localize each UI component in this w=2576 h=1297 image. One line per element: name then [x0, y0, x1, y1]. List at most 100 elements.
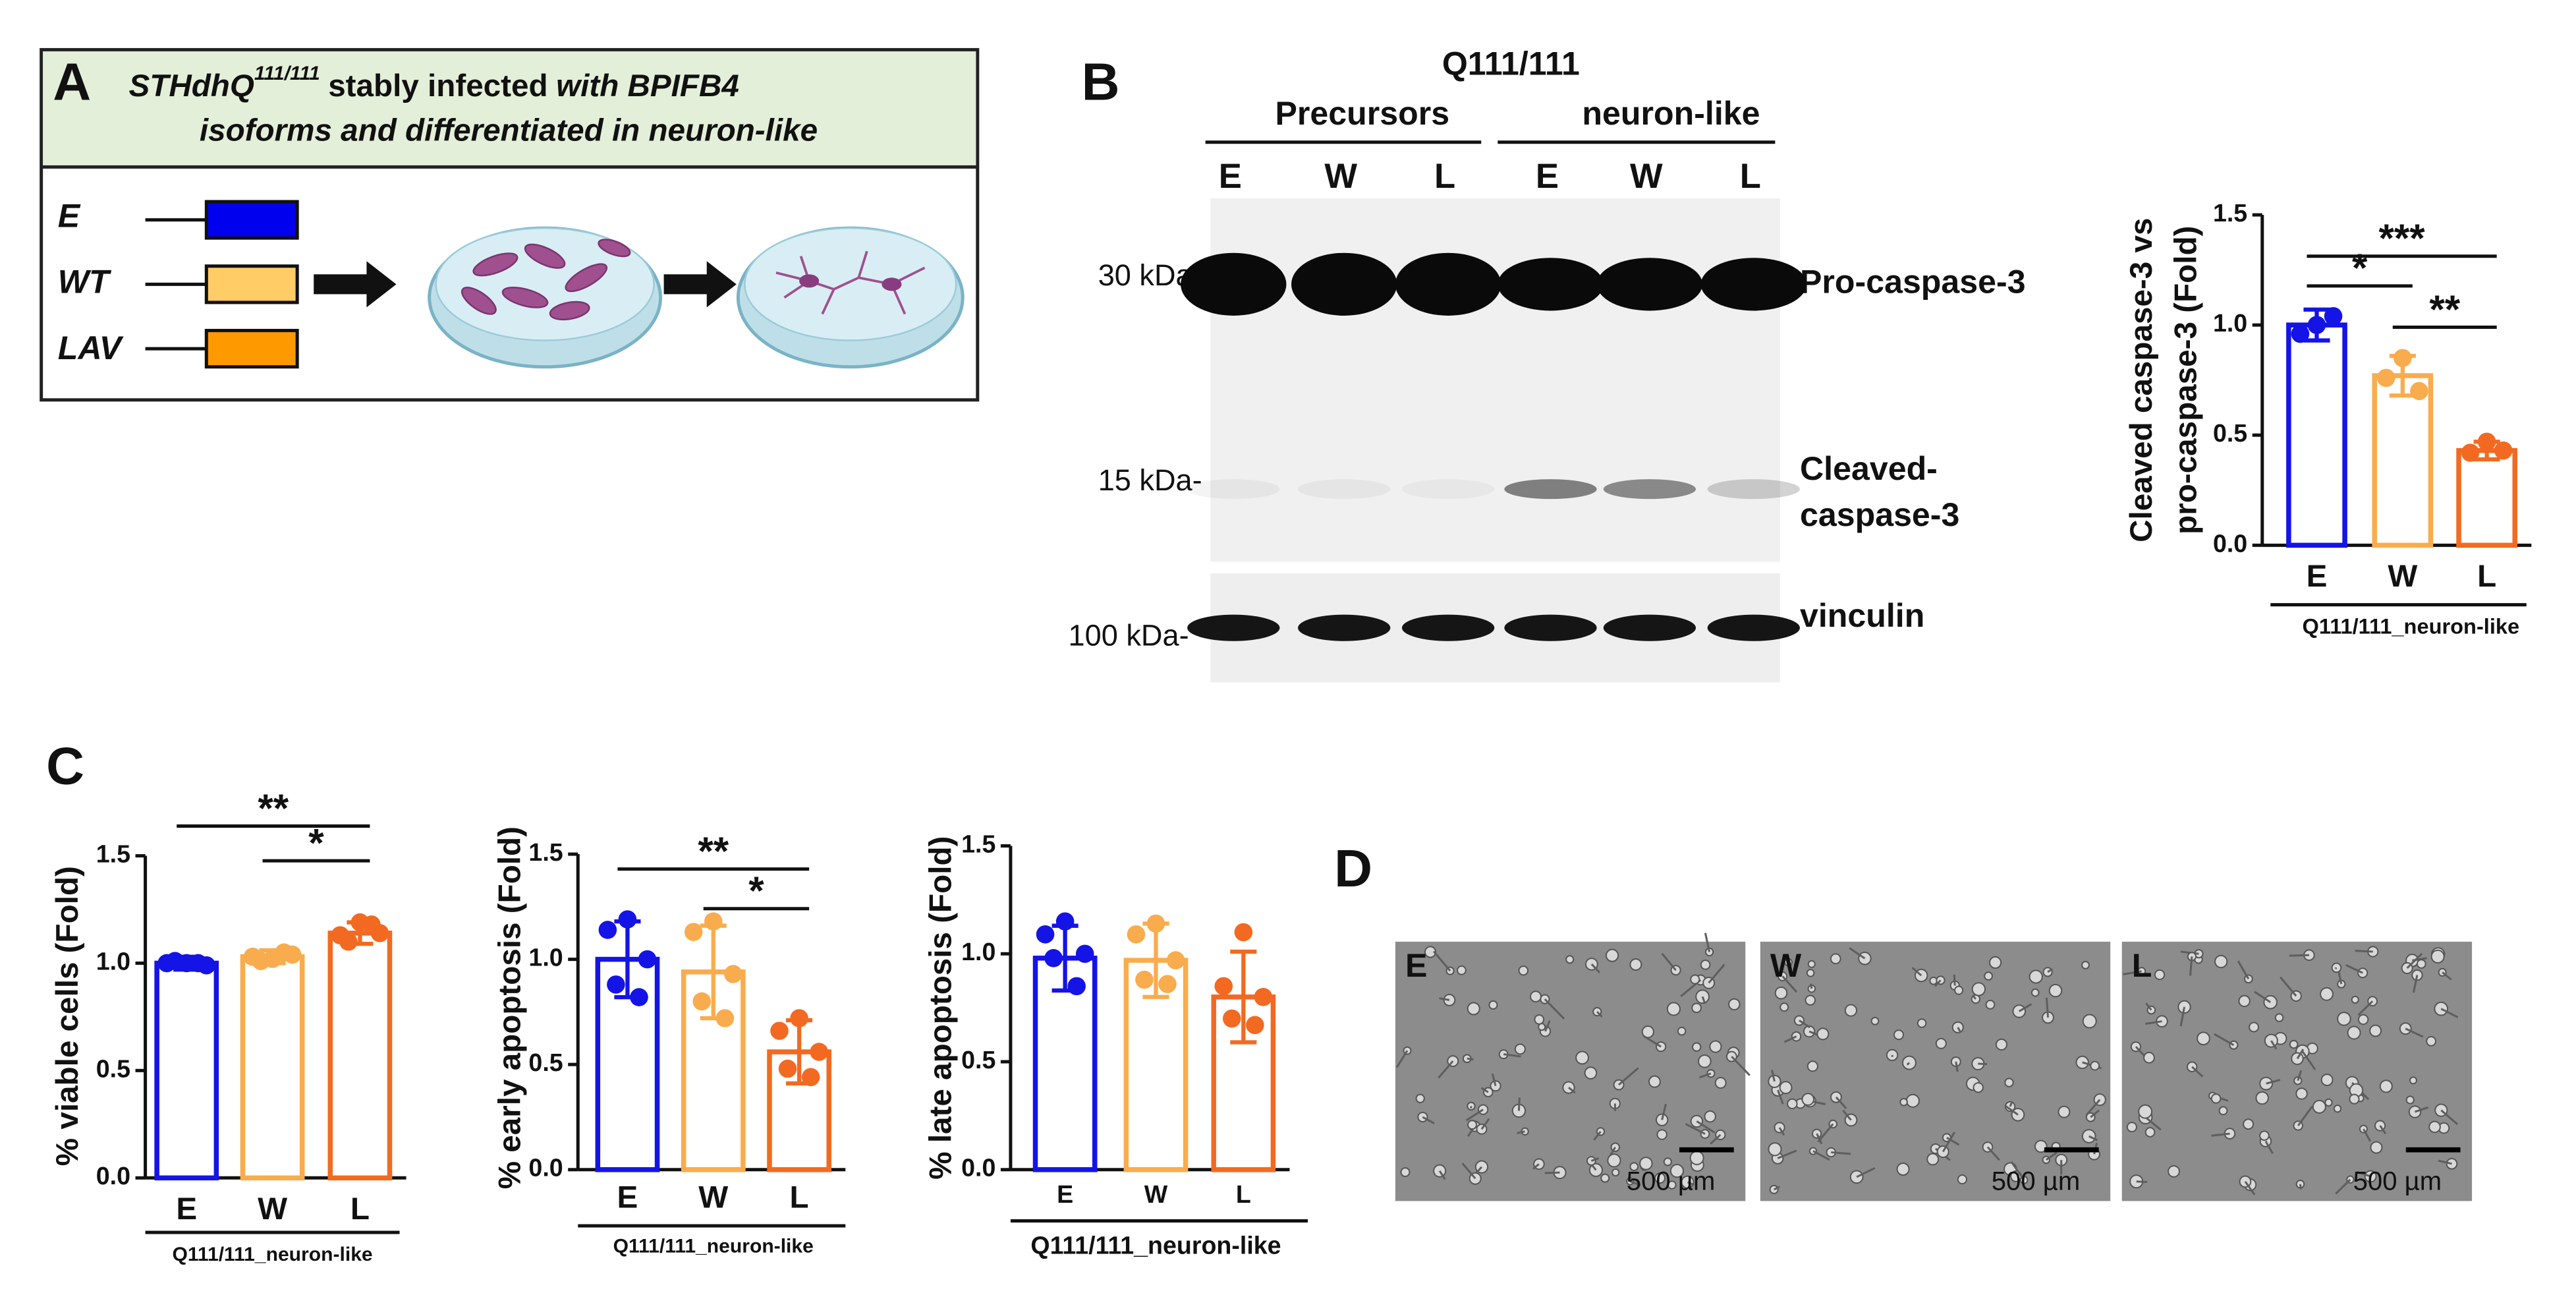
cell-process	[1835, 1096, 1847, 1109]
x-tick-label: E	[1057, 1180, 1073, 1208]
significance-label: *	[748, 869, 764, 913]
y-tick-label: 0.0	[96, 1162, 130, 1190]
y-tick-label: 0.5	[528, 1049, 563, 1076]
y-tick-label: 0.5	[2213, 419, 2247, 447]
cell-process	[2088, 1135, 2098, 1141]
cell	[1648, 1075, 1661, 1088]
cell	[461, 287, 497, 315]
cell-process	[1774, 1186, 1780, 1191]
cell	[1600, 1173, 1610, 1183]
cell	[1935, 1037, 1947, 1049]
band-cleaved	[1707, 479, 1800, 500]
band-pro	[1596, 258, 1703, 311]
cell	[1667, 1180, 1677, 1190]
data-point	[1234, 923, 1253, 942]
cell	[1669, 1164, 1685, 1178]
cell	[1691, 1002, 1702, 1014]
group-label: Precursors	[1275, 95, 1449, 132]
cell-process	[1480, 1118, 1490, 1130]
cell	[1806, 1060, 1818, 1072]
cell-process	[2123, 970, 2142, 975]
cell-process	[2237, 960, 2250, 980]
cell	[1870, 1016, 1880, 1025]
cell-process	[1849, 947, 1866, 960]
cell-process	[2440, 1008, 2459, 1018]
cell	[1704, 1110, 1716, 1123]
cell	[2259, 1130, 2270, 1141]
cell	[1985, 1000, 1996, 1010]
micrographs: E 500 µm W 500 µm L 500 µm	[1395, 933, 2473, 1201]
cell	[2320, 1074, 2334, 1086]
x-axis-label: Q111/111_neuron-like	[172, 1244, 372, 1265]
x-axis-label: Q111/111_neuron-like	[1030, 1232, 1281, 1259]
dish-neurons	[736, 226, 965, 369]
data-point	[275, 943, 293, 962]
neuron	[799, 274, 820, 288]
neuron-bodies	[799, 274, 902, 291]
cell	[2090, 1060, 2100, 1071]
cell	[1605, 948, 1619, 962]
y-tick-label: 1.5	[96, 840, 130, 867]
cell	[2289, 1039, 2299, 1049]
data-point	[1067, 977, 1086, 996]
data-point	[1222, 1009, 1241, 1028]
cell-process	[1596, 1011, 1603, 1018]
cell	[1530, 991, 1542, 1003]
cell	[2428, 1120, 2441, 1134]
cell-process	[2144, 1020, 2162, 1025]
data-point	[801, 1068, 820, 1087]
cell-process	[1432, 950, 1451, 972]
cell-process	[2144, 1116, 2162, 1131]
cell-process	[1480, 1087, 1489, 1093]
data-point	[2394, 349, 2412, 368]
data-point	[638, 950, 657, 969]
cell-process	[2145, 1002, 2152, 1011]
cell-process	[1973, 995, 1977, 1000]
cell-process	[2214, 1033, 2235, 1047]
cell	[2034, 1139, 2048, 1153]
cell	[1783, 958, 1793, 967]
y-axis-label: % early apoptosis (Fold)	[493, 826, 528, 1189]
cell-process	[2270, 1040, 2278, 1050]
cell	[2357, 1014, 2369, 1025]
cell	[1584, 1066, 1598, 1080]
cell-process	[2296, 1049, 2305, 1060]
cell-process	[2335, 1178, 2351, 1195]
y-tick-label: 0.5	[961, 1046, 995, 1074]
cell-process	[1731, 1056, 1750, 1076]
band-label: Pro-caspase-3	[1800, 264, 2026, 301]
bar	[1032, 956, 1098, 1172]
cell	[1899, 1097, 1908, 1107]
cell-process	[1911, 967, 1922, 977]
micrograph	[2121, 941, 2473, 1201]
y-axis-label: % late apoptosis (Fold)	[924, 836, 959, 1180]
panel-letter: D	[1334, 838, 1372, 898]
marker-label: 15 kDa-	[1098, 463, 1202, 497]
cell	[1689, 1150, 1704, 1165]
cell	[1656, 1129, 1667, 1140]
cell	[1488, 1000, 1498, 1010]
data-point	[715, 1009, 735, 1027]
data-point	[1214, 977, 1233, 996]
cell	[1690, 1114, 1704, 1128]
cell	[2331, 962, 2342, 973]
cell	[2229, 1040, 2239, 1050]
cell	[1400, 1167, 1411, 1178]
cell-process	[1783, 1035, 1797, 1043]
cell	[2416, 959, 2426, 969]
title-part: stably infected	[328, 69, 547, 103]
cell	[1951, 1021, 1964, 1033]
cell	[2405, 1095, 2415, 1105]
y-tick-label: 0.0	[961, 1154, 995, 1182]
x-tick-label: W	[1144, 1180, 1168, 1208]
image-label: W	[1770, 947, 1802, 984]
cell	[1607, 1153, 1621, 1168]
significance-label: *	[2352, 246, 2368, 290]
bar	[2286, 322, 2347, 548]
y-tick-label: 1.5	[961, 830, 995, 857]
cell	[2011, 1108, 2025, 1122]
data-point	[165, 952, 184, 970]
panel-letter: C	[46, 735, 84, 795]
cell	[2082, 1014, 2097, 1029]
